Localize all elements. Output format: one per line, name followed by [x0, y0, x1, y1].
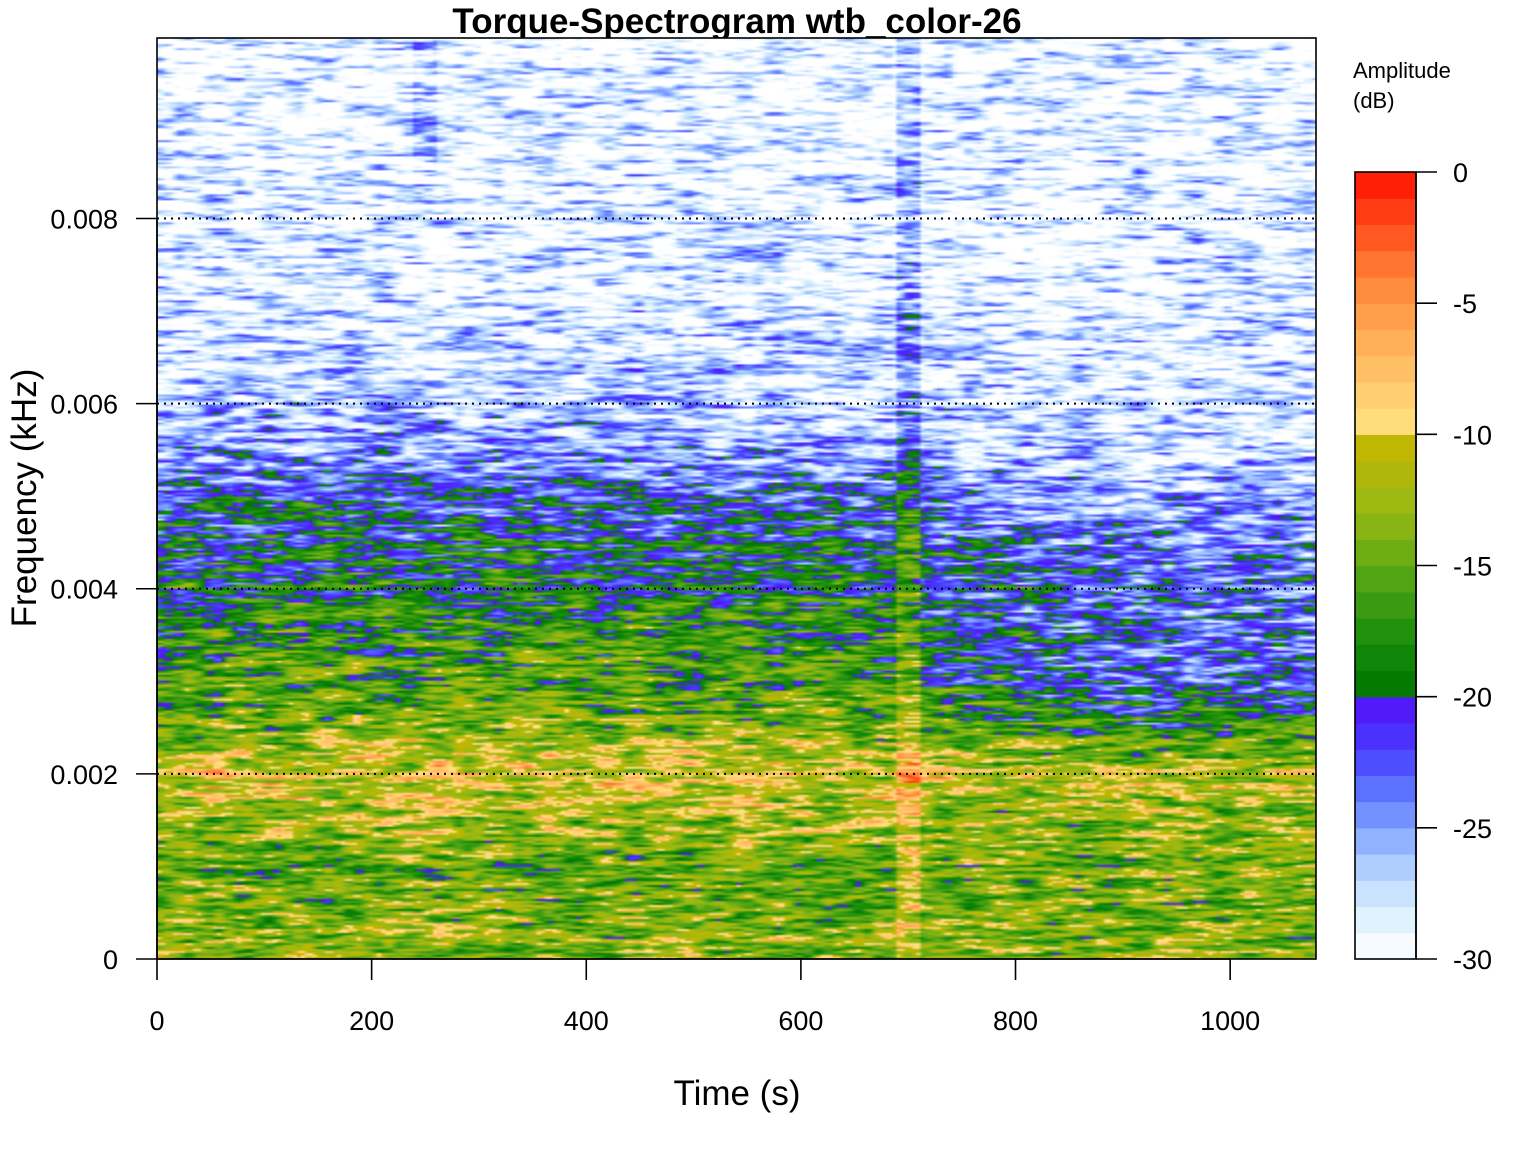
colorbar-swatch [1355, 434, 1416, 462]
colorbar-swatch [1355, 775, 1416, 803]
colorbar-title-line2: (dB) [1353, 88, 1395, 113]
y-tick-label: 0.008 [50, 204, 118, 234]
colorbar-swatch [1355, 854, 1416, 881]
y-tick-label: 0 [103, 945, 118, 975]
x-tick-label: 400 [564, 1006, 609, 1036]
colorbar-tick-label: 0 [1453, 158, 1468, 188]
colorbar-ticks: 0 -5 -10 -15 -20 -25 -30 [1416, 158, 1492, 975]
colorbar-swatch [1355, 460, 1416, 488]
colorbar-swatch [1355, 355, 1416, 383]
colorbar-tick-label: -25 [1453, 814, 1492, 844]
colorbar-tick-label: -10 [1453, 420, 1492, 450]
colorbar-tick-label: -5 [1453, 289, 1477, 319]
x-axis: 0 200 400 600 800 1000 [149, 958, 1260, 1036]
colorbar-swatch [1355, 329, 1416, 357]
x-tick-label: 1000 [1200, 1006, 1260, 1036]
y-tick-label: 0.002 [50, 760, 118, 790]
colorbar-swatch [1355, 303, 1416, 330]
x-tick-label: 200 [349, 1006, 394, 1036]
colorbar-swatch [1355, 670, 1416, 698]
x-tick-label: 800 [993, 1006, 1038, 1036]
colorbar-swatch [1355, 722, 1416, 750]
colorbar [1355, 172, 1416, 960]
chart-title: Torque-Spectrogram wtb_color-26 [452, 2, 1021, 41]
colorbar-swatch [1355, 381, 1416, 409]
colorbar-tick-label: -15 [1453, 552, 1492, 582]
colorbar-tick-label: -20 [1453, 683, 1492, 713]
y-axis: 0 0.002 0.004 0.006 0.008 [50, 204, 158, 975]
spectrogram-heatmap [157, 38, 1316, 959]
y-tick-label: 0.004 [50, 575, 118, 605]
x-tick-label: 0 [149, 1006, 164, 1036]
plot-area [157, 38, 1316, 959]
colorbar-swatch [1355, 408, 1416, 435]
y-axis-label: Frequency (kHz) [5, 369, 44, 628]
colorbar-swatch [1355, 906, 1416, 934]
x-axis-label: Time (s) [673, 1074, 800, 1113]
colorbar-swatch [1355, 617, 1416, 645]
colorbar-swatch [1355, 749, 1416, 776]
colorbar-swatch [1355, 250, 1416, 278]
colorbar-swatch [1355, 565, 1416, 593]
colorbar-swatch [1355, 591, 1416, 619]
colorbar-swatch [1355, 932, 1416, 960]
colorbar-swatch [1355, 827, 1416, 855]
colorbar-swatch [1355, 644, 1416, 672]
colorbar-swatch [1355, 276, 1416, 304]
colorbar-tick-label: -30 [1453, 945, 1492, 975]
colorbar-title-line1: Amplitude [1353, 58, 1451, 83]
colorbar-swatch [1355, 696, 1416, 724]
colorbar-swatch [1355, 801, 1416, 829]
x-tick-label: 600 [778, 1006, 823, 1036]
colorbar-swatch [1355, 198, 1416, 226]
y-tick-label: 0.006 [50, 390, 118, 420]
colorbar-swatch [1355, 513, 1416, 540]
colorbar-swatch [1355, 224, 1416, 252]
colorbar-swatch [1355, 486, 1416, 514]
colorbar-swatch [1355, 172, 1416, 199]
colorbar-swatch [1355, 880, 1416, 908]
colorbar-swatch [1355, 539, 1416, 567]
